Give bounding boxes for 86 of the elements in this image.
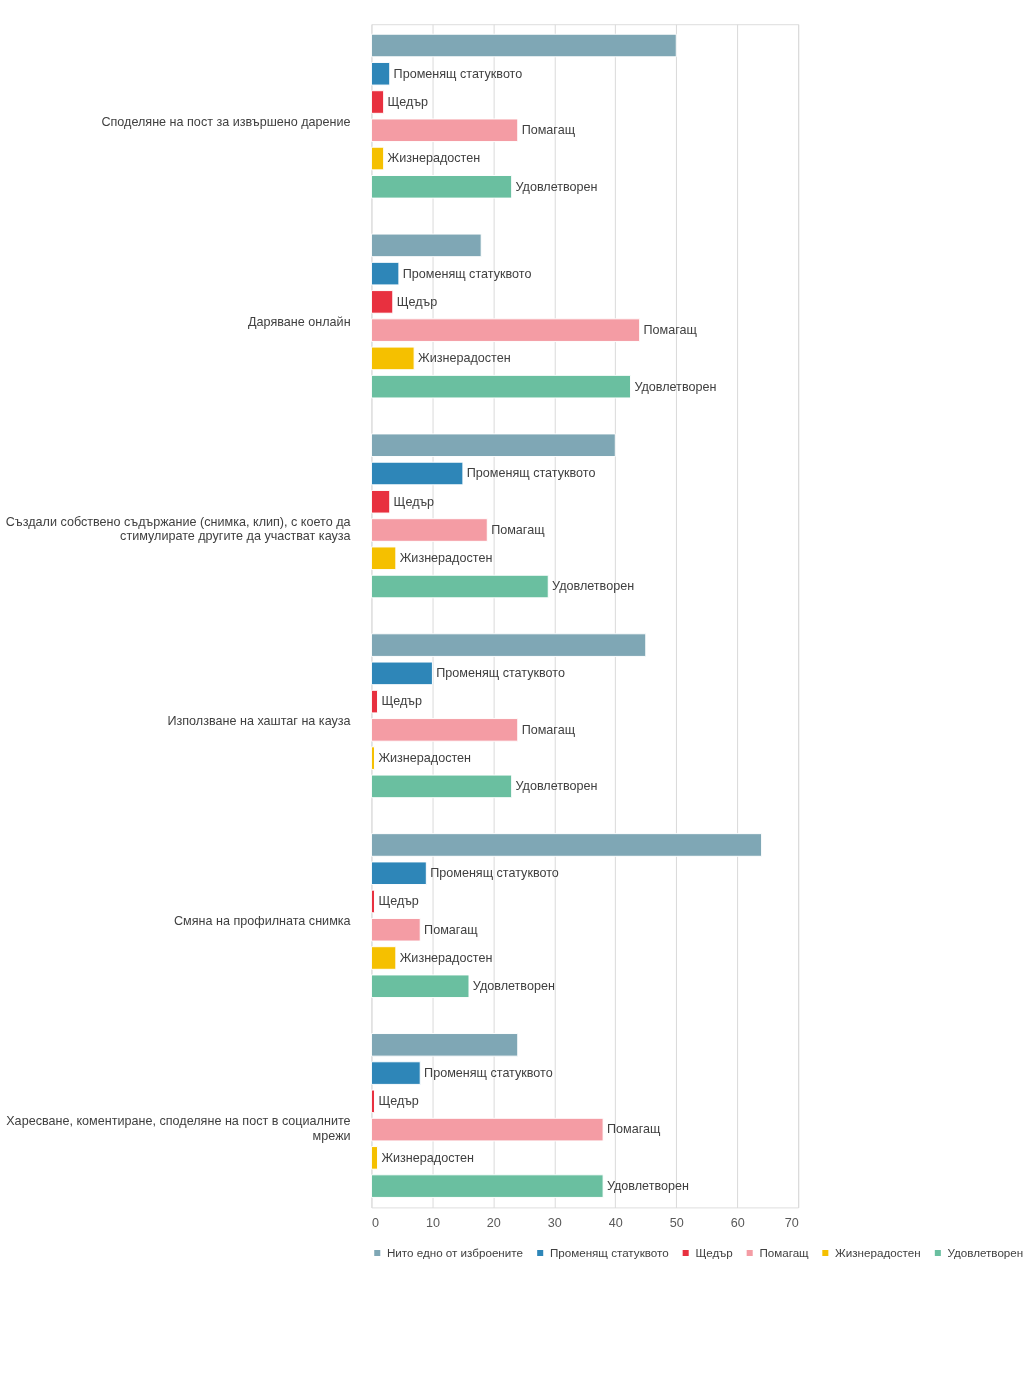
bar (370, 689, 379, 714)
data-label: Удовлетворен (634, 379, 717, 394)
x-tick-label: 60 (730, 1216, 745, 1231)
bar (370, 917, 421, 942)
bar (370, 346, 415, 371)
bar (370, 433, 616, 458)
bar (370, 261, 400, 286)
data-label: Жизнерадостен (418, 351, 511, 366)
data-label: Променящ статуквото (402, 266, 532, 281)
y-tick-label: Създали собствено съдържание (снимка, клип), с което да стимулирате другите да участват кауза (5, 514, 351, 544)
bar (370, 518, 488, 542)
data-label: Променящ статуквото (393, 66, 523, 81)
data-label: Щедър (393, 494, 435, 509)
bar (370, 633, 647, 657)
data-label: Жизнерадостен (387, 151, 481, 166)
y-tick-label: Споделяне на пост за извършено дарение (101, 114, 351, 129)
data-label: Жизнерадостен (378, 751, 472, 766)
bar (370, 889, 375, 914)
bar (370, 546, 397, 571)
bar (370, 374, 632, 399)
bar (370, 146, 385, 171)
y-tick-label: Използване на хаштаг на кауза (167, 714, 351, 729)
bar (370, 1089, 375, 1114)
bar (370, 861, 427, 886)
data-label: Удовлетворен (515, 179, 598, 194)
y-tick-label: Даряване онлайн (248, 314, 351, 329)
data-label: Жизнерадостен (399, 950, 493, 965)
bar (370, 833, 763, 857)
data-label: Щедър (378, 1094, 419, 1109)
bar (370, 118, 519, 143)
legend-label: Променящ статуквото (549, 1245, 669, 1259)
data-label: Помагащ (491, 522, 546, 537)
x-tick-label: 50 (669, 1216, 684, 1231)
data-label: Удовлетворен (552, 579, 635, 594)
legend-label: Нито едно от изброените (386, 1245, 523, 1259)
bar (370, 574, 549, 599)
data-label: Помагащ (521, 722, 576, 737)
data-label: Помагащ (606, 1122, 662, 1137)
bar (370, 946, 397, 970)
data-label: Щедър (378, 894, 419, 909)
bar (370, 774, 513, 799)
bar (370, 61, 391, 86)
bar (370, 90, 385, 114)
data-label: Удовлетворен (606, 1179, 690, 1193)
bar (370, 746, 375, 770)
bar (370, 1033, 519, 1057)
bar (370, 1146, 379, 1170)
bar (370, 318, 641, 342)
data-label: Жизнерадостен (399, 551, 493, 566)
legend-label: Удовлетворен (947, 1245, 1024, 1259)
legend-label: Помагащ (759, 1245, 810, 1259)
data-label: Жизнерадостен (381, 1150, 475, 1165)
bar (370, 290, 394, 314)
data-label: Променящ статуквото (424, 1065, 553, 1080)
data-label: Щедър (387, 94, 428, 109)
legend-label: Жизнерадостен (835, 1245, 921, 1259)
data-label: Удовлетворен (472, 979, 555, 994)
data-label: Помагащ (643, 323, 698, 338)
bar (370, 1061, 421, 1085)
data-label: Променящ статуквото (436, 666, 565, 681)
x-tick-label: 0 (371, 1216, 379, 1231)
data-label: Променящ статуквото (466, 466, 596, 481)
data-label: Помагащ (521, 123, 576, 138)
bar (370, 661, 433, 686)
bar (370, 461, 464, 486)
x-tick-label: 10 (425, 1216, 440, 1231)
bar (370, 1174, 604, 1198)
legend-label: Щедър (695, 1245, 733, 1259)
bar (370, 233, 482, 258)
data-label: Удовлетворен (515, 779, 598, 794)
x-tick-label: 20 (486, 1216, 501, 1231)
x-tick-label: 40 (608, 1216, 623, 1231)
y-tick-label: Смяна на профилната снимка (173, 914, 351, 929)
bar (370, 1117, 604, 1142)
data-label: Щедър (381, 694, 422, 709)
data-label: Щедър (396, 294, 438, 309)
data-label: Променящ статуквото (430, 866, 559, 881)
x-tick-label: 30 (547, 1216, 562, 1231)
bar (370, 33, 677, 58)
bar (370, 175, 513, 199)
y-tick-label: Харесване, коментиране, споделяне на пост в социалните мрежи (6, 1114, 351, 1143)
data-label: Помагащ (424, 922, 479, 937)
x-tick-label: 70 (784, 1216, 799, 1231)
bar (370, 489, 391, 514)
bar (370, 974, 470, 999)
bar (370, 718, 519, 742)
